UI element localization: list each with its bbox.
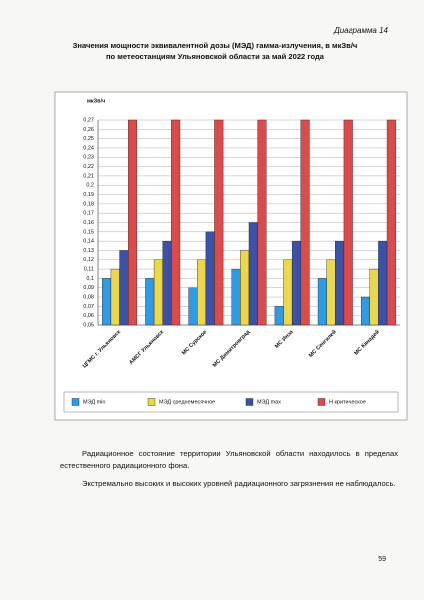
legend-swatch [71,398,80,406]
y-tick-label: 0,13 [83,248,94,254]
bar [188,287,198,326]
bar [317,278,327,326]
y-tick-label: 0,25 [83,136,94,142]
bar [119,250,129,326]
y-tick-label: 0,19 [83,192,94,198]
legend-label: МЭД max [257,399,281,405]
y-tick-label: 0,27 [83,117,94,123]
header-label: Диаграмма 14 [334,26,388,35]
y-tick-label: 0,17 [83,211,94,217]
legend-swatch [245,398,254,406]
bar [291,240,301,326]
bar [127,119,138,326]
chart-frame [54,91,408,421]
bar [300,119,310,326]
bar [257,119,267,326]
legend-swatch [317,398,326,406]
y-tick-label: 0,26 [83,127,94,133]
y-tick-label: 0,16 [83,220,94,226]
y-tick-label: 0,07 [83,304,94,310]
y-tick-label: 0,18 [83,201,94,207]
y-tick-label: 0,12 [83,257,94,263]
y-tick-label: 0,24 [83,145,94,151]
bar [231,268,241,326]
y-tick-label: 0,22 [83,164,94,170]
y-tick-label: 0,08 [83,294,94,300]
y-tick-label: 0,11 [84,267,94,273]
bar [102,278,112,326]
bar [171,119,181,326]
y-axis-label: мкЗв/ч [87,98,105,104]
bar [386,119,396,326]
bar [274,306,284,326]
legend-box [63,391,399,413]
y-tick-label: 0,2 [86,183,94,189]
y-tick-label: 0,14 [83,239,94,245]
bar [248,222,258,326]
y-tick-label: 0,1 [86,276,94,282]
y-tick-label: 0,09 [83,285,94,291]
bar [162,240,172,326]
paragraph: Радиационное состояние территории Ульяно… [60,449,398,470]
bar [197,259,207,326]
page-number: 59 [378,556,386,563]
y-tick-label: 0,05 [83,322,94,328]
bar [110,268,120,326]
bar [369,268,379,326]
y-tick-label: 0,23 [83,155,94,161]
legend-swatch [147,398,156,406]
legend-label: Н критическое [329,399,366,405]
bar [326,259,336,326]
bar [360,296,370,326]
y-tick-label: 0,21 [83,173,94,179]
legend-label: МЭД min [83,399,105,405]
bar [153,259,163,326]
bar [240,250,250,326]
bar [378,240,388,326]
bar [283,259,293,326]
y-tick-label: 0,15 [83,229,94,235]
y-tick-label: 0,06 [83,313,94,319]
bar [335,240,345,326]
bar [214,119,224,326]
bar [145,278,155,326]
paragraph: Экстремально высоких и высоких уровней р… [82,479,396,488]
bar [343,119,353,326]
bar [205,231,215,326]
chart-title: Значения мощности эквивалентной дозы (МЭ… [72,41,358,61]
legend-label: МЭД среднемесячное [159,399,215,405]
